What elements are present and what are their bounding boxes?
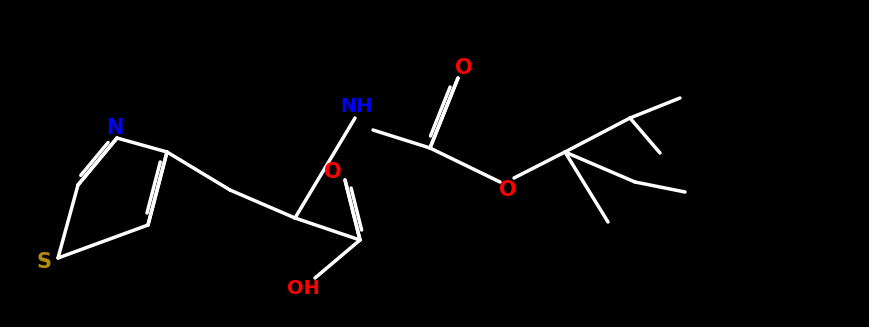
Text: N: N [106,118,123,138]
Text: O: O [324,162,342,182]
Text: OH: OH [287,279,320,298]
Text: O: O [455,58,473,78]
Text: NH: NH [341,96,374,115]
Text: S: S [36,252,51,272]
Text: O: O [499,180,517,200]
